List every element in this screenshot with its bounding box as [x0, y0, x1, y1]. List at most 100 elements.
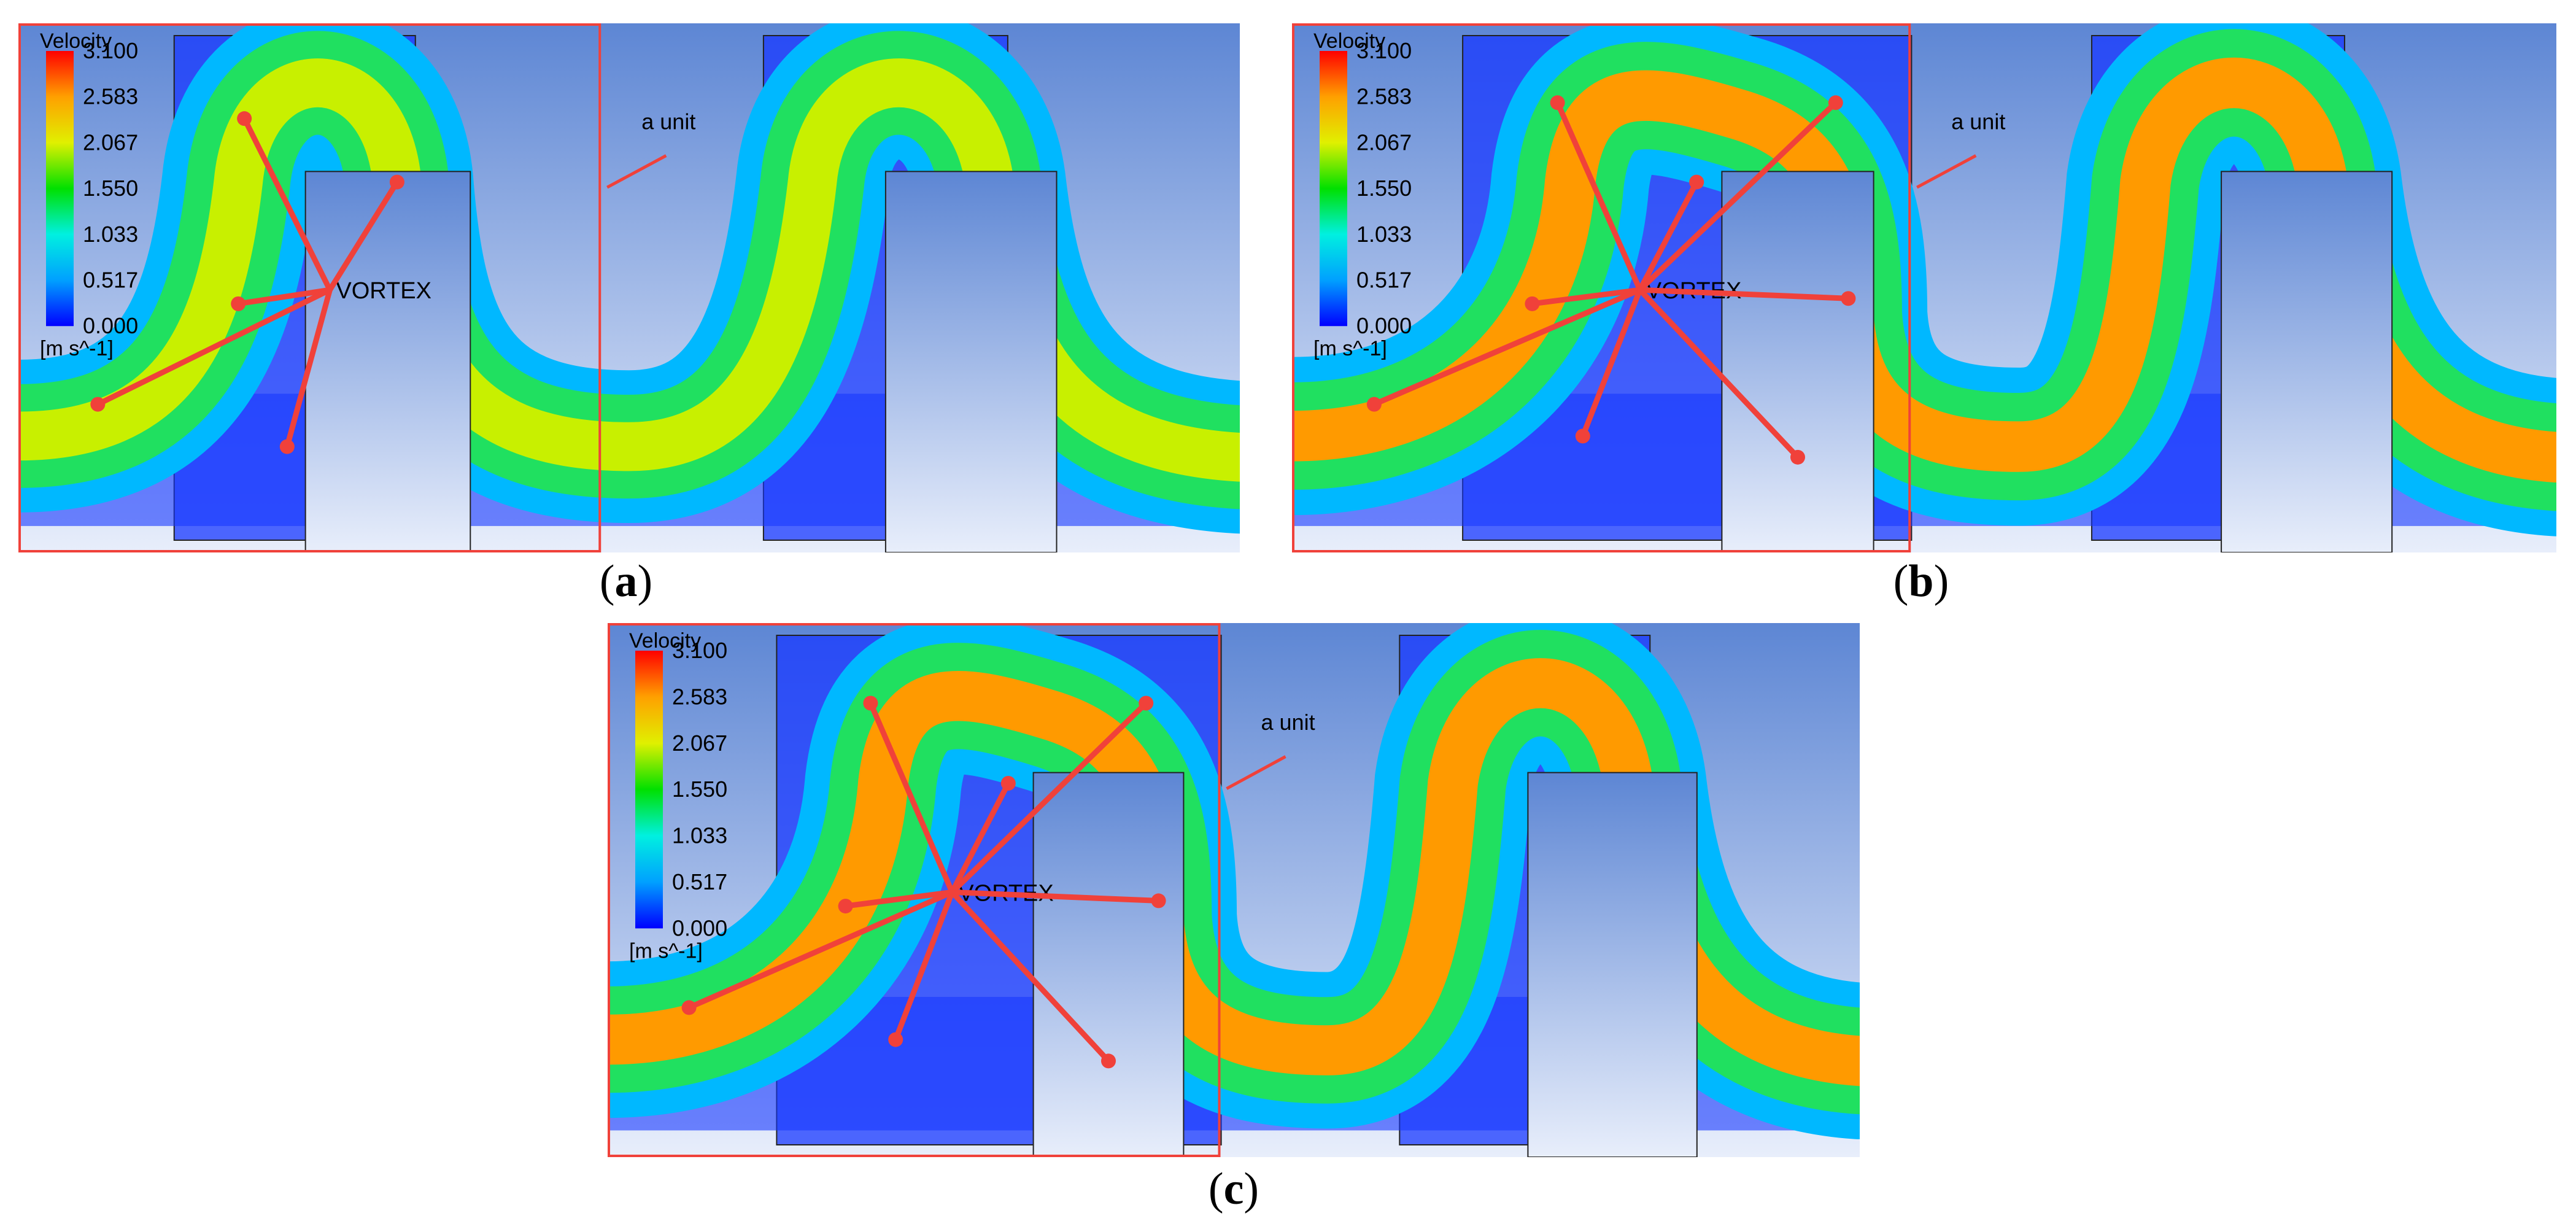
unit-frame — [18, 23, 601, 552]
channel-wall — [2221, 171, 2393, 552]
legend-tick-label: 0.000 — [672, 915, 727, 940]
vortex-arrow — [1371, 287, 1643, 408]
panel-b: Velocity 3.100 2.583 2.067 1.550 1.033 0.517 0.… — [1292, 23, 2556, 552]
unit-frame — [1292, 23, 1911, 552]
vortex-label: VORTEX — [336, 278, 431, 304]
vortex-arrowhead — [237, 111, 252, 126]
vortex-arrowhead — [389, 174, 404, 190]
unit-arrow — [606, 154, 667, 189]
legend-tick-label: 0.517 — [83, 268, 138, 293]
legend-tick-label: 3.100 — [672, 638, 727, 663]
vortex-arrow — [892, 889, 955, 1043]
unit-arrow — [1916, 154, 1977, 189]
vortex-arrowhead — [1790, 449, 1805, 465]
legend-title: Velocity — [629, 629, 701, 653]
vortex-arrow — [1637, 179, 1700, 293]
caption-b: (b) — [1893, 556, 1949, 606]
vortex-arrowhead — [279, 439, 295, 454]
vortex-arrowhead — [231, 296, 246, 311]
legend-tick-label: 2.067 — [1356, 130, 1412, 155]
channel-wall — [1527, 772, 1698, 1157]
vortex-arrow — [327, 179, 400, 293]
channel-wall — [1032, 772, 1185, 1157]
vortex-arrowhead — [1139, 695, 1154, 711]
legend-tick-label: 2.583 — [83, 84, 138, 109]
unit-label: a unit — [1951, 109, 2005, 134]
vortex-arrow — [1555, 99, 1643, 293]
vortex-arrow — [235, 287, 333, 307]
channel-wall — [304, 171, 471, 552]
vortex-arrow — [1637, 99, 1839, 293]
legend-tick-label: 2.583 — [672, 684, 727, 709]
serpentine-channel — [1292, 23, 2556, 552]
vortex-arrow — [949, 889, 1162, 904]
vortex-arrow — [241, 115, 333, 293]
vortex-arrow — [949, 700, 1149, 895]
channel-wall — [884, 171, 1058, 552]
legend-tick-label: 2.067 — [83, 130, 138, 155]
vortex-arrowhead — [1841, 291, 1856, 306]
vortex-arrowhead — [1689, 174, 1704, 190]
vortex-arrowhead — [1525, 296, 1540, 311]
legend-tick-label: 2.583 — [1356, 84, 1412, 109]
vortex-arrow — [1637, 287, 1851, 301]
vortex-arrowhead — [1550, 95, 1565, 110]
legend-tick-label: 3.100 — [1356, 38, 1412, 63]
legend-tick-label: 0.517 — [672, 869, 727, 894]
vortex-arrow — [686, 889, 955, 1010]
panel-a: Velocity 3.100 2.583 2.067 1.550 1.033 0.517 0.… — [18, 23, 1240, 552]
vortex-arrow — [949, 780, 1011, 895]
unit-arrow — [1226, 755, 1286, 790]
vortex-arrowhead — [863, 695, 878, 711]
vortex-arrowhead — [1000, 776, 1016, 791]
vortex-arrow — [949, 889, 1112, 1064]
legend-tick-label: 1.550 — [1356, 176, 1412, 201]
vortex-arrow — [1529, 287, 1643, 307]
vortex-arrowhead — [1366, 397, 1382, 412]
flow-stream-core — [608, 658, 1860, 1087]
legend-colorbar — [46, 51, 74, 327]
legend-tick-label: 2.067 — [672, 730, 727, 756]
legend-unit: [m s^-1] — [629, 939, 703, 963]
legend-title: Velocity — [1313, 29, 1385, 53]
legend-tick-label: 1.033 — [83, 222, 138, 247]
unit-label: a unit — [1261, 710, 1315, 735]
legend-tick-label: 1.550 — [83, 176, 138, 201]
legend-title: Velocity — [40, 29, 112, 53]
vortex-arrow — [867, 700, 955, 895]
vortex-arrowhead — [1101, 1053, 1116, 1069]
serpentine-channel — [608, 623, 1860, 1157]
caption-c: (c) — [1208, 1164, 1259, 1214]
legend-tick-label: 0.000 — [83, 313, 138, 338]
legend-tick-label: 0.000 — [1356, 313, 1412, 338]
serpentine-channel — [18, 23, 1240, 552]
legend-tick-label: 0.517 — [1356, 268, 1412, 293]
legend-tick-label: 1.550 — [672, 777, 727, 802]
vortex-arrowhead — [90, 397, 106, 412]
legend-tick-label: 1.033 — [1356, 222, 1412, 247]
vortex-arrow — [284, 287, 333, 450]
legend-unit: [m s^-1] — [40, 337, 114, 360]
vortex-arrow — [843, 889, 955, 909]
legend-unit: [m s^-1] — [1313, 337, 1387, 360]
legend-colorbar — [1320, 51, 1347, 327]
vortex-arrow — [1580, 287, 1643, 439]
panel-c: Velocity 3.100 2.583 2.067 1.550 1.033 0.517 0.… — [608, 623, 1860, 1157]
legend-tick-label: 3.100 — [83, 38, 138, 63]
vortex-arrowhead — [681, 1000, 697, 1015]
flow-stream-core — [1292, 57, 2556, 483]
unit-frame — [608, 623, 1221, 1157]
channel-wall — [1721, 171, 1874, 552]
legend-tick-label: 1.033 — [672, 823, 727, 848]
vortex-arrow — [1637, 287, 1801, 460]
vortex-arrowhead — [838, 899, 853, 914]
vortex-arrowhead — [888, 1032, 903, 1047]
vortex-arrowhead — [1575, 428, 1590, 444]
legend-colorbar — [635, 651, 663, 929]
